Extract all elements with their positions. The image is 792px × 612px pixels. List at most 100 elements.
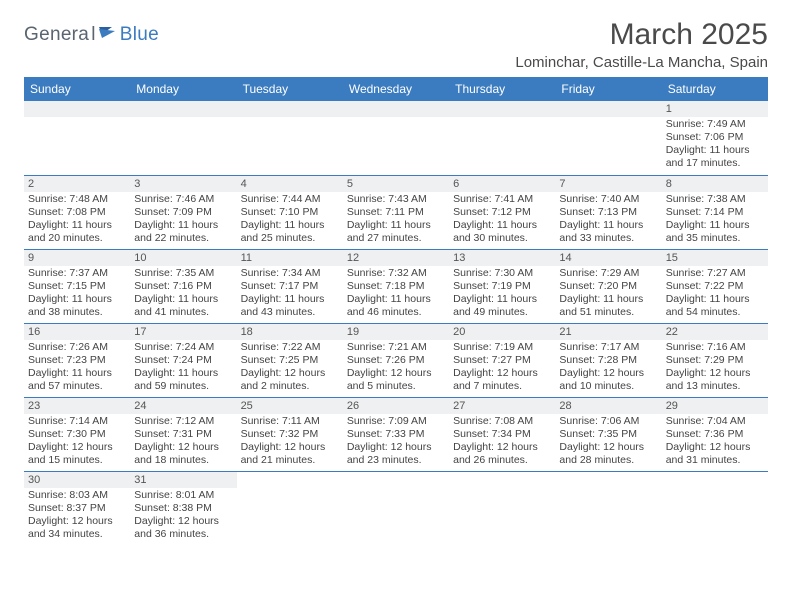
empty-day-strip [343, 101, 449, 117]
day-info-line: Daylight: 11 hours [241, 219, 339, 232]
day-info: Sunrise: 7:44 AMSunset: 7:10 PMDaylight:… [237, 192, 343, 247]
calendar-day-cell: 17Sunrise: 7:24 AMSunset: 7:24 PMDayligh… [130, 323, 236, 397]
day-info-line: Sunrise: 7:27 AM [666, 267, 764, 280]
day-info-line: and 49 minutes. [453, 306, 551, 319]
day-info-line: Daylight: 11 hours [241, 293, 339, 306]
day-info-line: Daylight: 11 hours [134, 219, 232, 232]
day-info-line: Sunrise: 7:48 AM [28, 193, 126, 206]
day-number: 3 [130, 176, 236, 192]
calendar-day-cell [343, 101, 449, 175]
day-info-line: and 46 minutes. [347, 306, 445, 319]
day-info-line: and 57 minutes. [28, 380, 126, 393]
day-info-line: Sunrise: 7:30 AM [453, 267, 551, 280]
day-info: Sunrise: 7:48 AMSunset: 7:08 PMDaylight:… [24, 192, 130, 247]
calendar-day-cell: 31Sunrise: 8:01 AMSunset: 8:38 PMDayligh… [130, 471, 236, 545]
day-info-line: and 26 minutes. [453, 454, 551, 467]
day-number: 21 [555, 324, 661, 340]
day-info-line: Sunrise: 7:49 AM [666, 118, 764, 131]
day-info-line: Sunrise: 7:14 AM [28, 415, 126, 428]
day-info-line: and 22 minutes. [134, 232, 232, 245]
day-info-line: and 51 minutes. [559, 306, 657, 319]
day-number: 5 [343, 176, 449, 192]
calendar-day-cell: 12Sunrise: 7:32 AMSunset: 7:18 PMDayligh… [343, 249, 449, 323]
day-info-line: Sunrise: 7:37 AM [28, 267, 126, 280]
day-info-line: and 27 minutes. [347, 232, 445, 245]
weekday-header: Tuesday [237, 77, 343, 101]
day-info-line: Daylight: 12 hours [134, 515, 232, 528]
calendar-day-cell: 11Sunrise: 7:34 AMSunset: 7:17 PMDayligh… [237, 249, 343, 323]
day-info: Sunrise: 7:30 AMSunset: 7:19 PMDaylight:… [449, 266, 555, 321]
day-info-line: Sunrise: 7:38 AM [666, 193, 764, 206]
day-info-line: and 30 minutes. [453, 232, 551, 245]
day-info-line: Daylight: 12 hours [28, 515, 126, 528]
calendar-week-row: 9Sunrise: 7:37 AMSunset: 7:15 PMDaylight… [24, 249, 768, 323]
day-info-line: Sunset: 7:11 PM [347, 206, 445, 219]
calendar-day-cell: 14Sunrise: 7:29 AMSunset: 7:20 PMDayligh… [555, 249, 661, 323]
calendar-week-row: 2Sunrise: 7:48 AMSunset: 7:08 PMDaylight… [24, 175, 768, 249]
day-info-line: Daylight: 11 hours [28, 367, 126, 380]
day-info-line: and 5 minutes. [347, 380, 445, 393]
day-info: Sunrise: 7:46 AMSunset: 7:09 PMDaylight:… [130, 192, 236, 247]
day-info-line: Sunrise: 7:34 AM [241, 267, 339, 280]
day-info-line: and 10 minutes. [559, 380, 657, 393]
calendar-day-cell [237, 101, 343, 175]
day-info-line: Sunset: 8:38 PM [134, 502, 232, 515]
calendar-day-cell: 4Sunrise: 7:44 AMSunset: 7:10 PMDaylight… [237, 175, 343, 249]
day-info-line: Daylight: 12 hours [347, 441, 445, 454]
day-number: 15 [662, 250, 768, 266]
day-number: 29 [662, 398, 768, 414]
weekday-header: Monday [130, 77, 236, 101]
day-number: 27 [449, 398, 555, 414]
day-info: Sunrise: 7:24 AMSunset: 7:24 PMDaylight:… [130, 340, 236, 395]
day-number: 11 [237, 250, 343, 266]
day-info-line: Sunset: 7:32 PM [241, 428, 339, 441]
day-info: Sunrise: 7:29 AMSunset: 7:20 PMDaylight:… [555, 266, 661, 321]
logo-text-l: l [91, 24, 96, 46]
day-info-line: and 23 minutes. [347, 454, 445, 467]
day-info: Sunrise: 7:32 AMSunset: 7:18 PMDaylight:… [343, 266, 449, 321]
day-info-line: Sunrise: 7:22 AM [241, 341, 339, 354]
day-info-line: Sunrise: 7:17 AM [559, 341, 657, 354]
day-info-line: Sunrise: 7:46 AM [134, 193, 232, 206]
weekday-header: Thursday [449, 77, 555, 101]
day-info-line: Daylight: 11 hours [453, 293, 551, 306]
day-info-line: Sunrise: 7:29 AM [559, 267, 657, 280]
day-info-line: and 25 minutes. [241, 232, 339, 245]
day-info-line: and 36 minutes. [134, 528, 232, 541]
day-info-line: Daylight: 11 hours [559, 219, 657, 232]
day-info-line: and 31 minutes. [666, 454, 764, 467]
calendar-day-cell [449, 101, 555, 175]
day-info-line: Sunset: 7:27 PM [453, 354, 551, 367]
day-info: Sunrise: 7:49 AMSunset: 7:06 PMDaylight:… [662, 117, 768, 172]
day-info-line: Daylight: 12 hours [347, 367, 445, 380]
day-info-line: Sunset: 7:30 PM [28, 428, 126, 441]
day-info-line: Daylight: 11 hours [666, 219, 764, 232]
calendar-week-row: 23Sunrise: 7:14 AMSunset: 7:30 PMDayligh… [24, 397, 768, 471]
day-info-line: Sunrise: 7:40 AM [559, 193, 657, 206]
calendar-day-cell: 21Sunrise: 7:17 AMSunset: 7:28 PMDayligh… [555, 323, 661, 397]
calendar-day-cell: 8Sunrise: 7:38 AMSunset: 7:14 PMDaylight… [662, 175, 768, 249]
calendar-day-cell: 24Sunrise: 7:12 AMSunset: 7:31 PMDayligh… [130, 397, 236, 471]
day-info-line: and 2 minutes. [241, 380, 339, 393]
empty-day-strip [555, 101, 661, 117]
day-info-line: and 13 minutes. [666, 380, 764, 393]
calendar-day-cell: 9Sunrise: 7:37 AMSunset: 7:15 PMDaylight… [24, 249, 130, 323]
logo-text-blue: Blue [120, 24, 159, 46]
day-info-line: Daylight: 12 hours [559, 367, 657, 380]
day-info-line: and 7 minutes. [453, 380, 551, 393]
day-info-line: Daylight: 12 hours [666, 441, 764, 454]
day-info-line: Sunrise: 7:16 AM [666, 341, 764, 354]
day-info-line: Daylight: 11 hours [347, 219, 445, 232]
day-info-line: Daylight: 12 hours [241, 441, 339, 454]
title-block: March 2025 Lominchar, Castille-La Mancha… [515, 18, 768, 71]
day-info-line: Sunset: 7:25 PM [241, 354, 339, 367]
day-info-line: and 34 minutes. [28, 528, 126, 541]
day-info-line: Sunset: 7:09 PM [134, 206, 232, 219]
day-number: 20 [449, 324, 555, 340]
calendar-day-cell: 27Sunrise: 7:08 AMSunset: 7:34 PMDayligh… [449, 397, 555, 471]
day-info-line: and 59 minutes. [134, 380, 232, 393]
calendar-week-row: 16Sunrise: 7:26 AMSunset: 7:23 PMDayligh… [24, 323, 768, 397]
day-info-line: Daylight: 12 hours [241, 367, 339, 380]
flag-icon [99, 27, 117, 44]
day-info-line: and 43 minutes. [241, 306, 339, 319]
